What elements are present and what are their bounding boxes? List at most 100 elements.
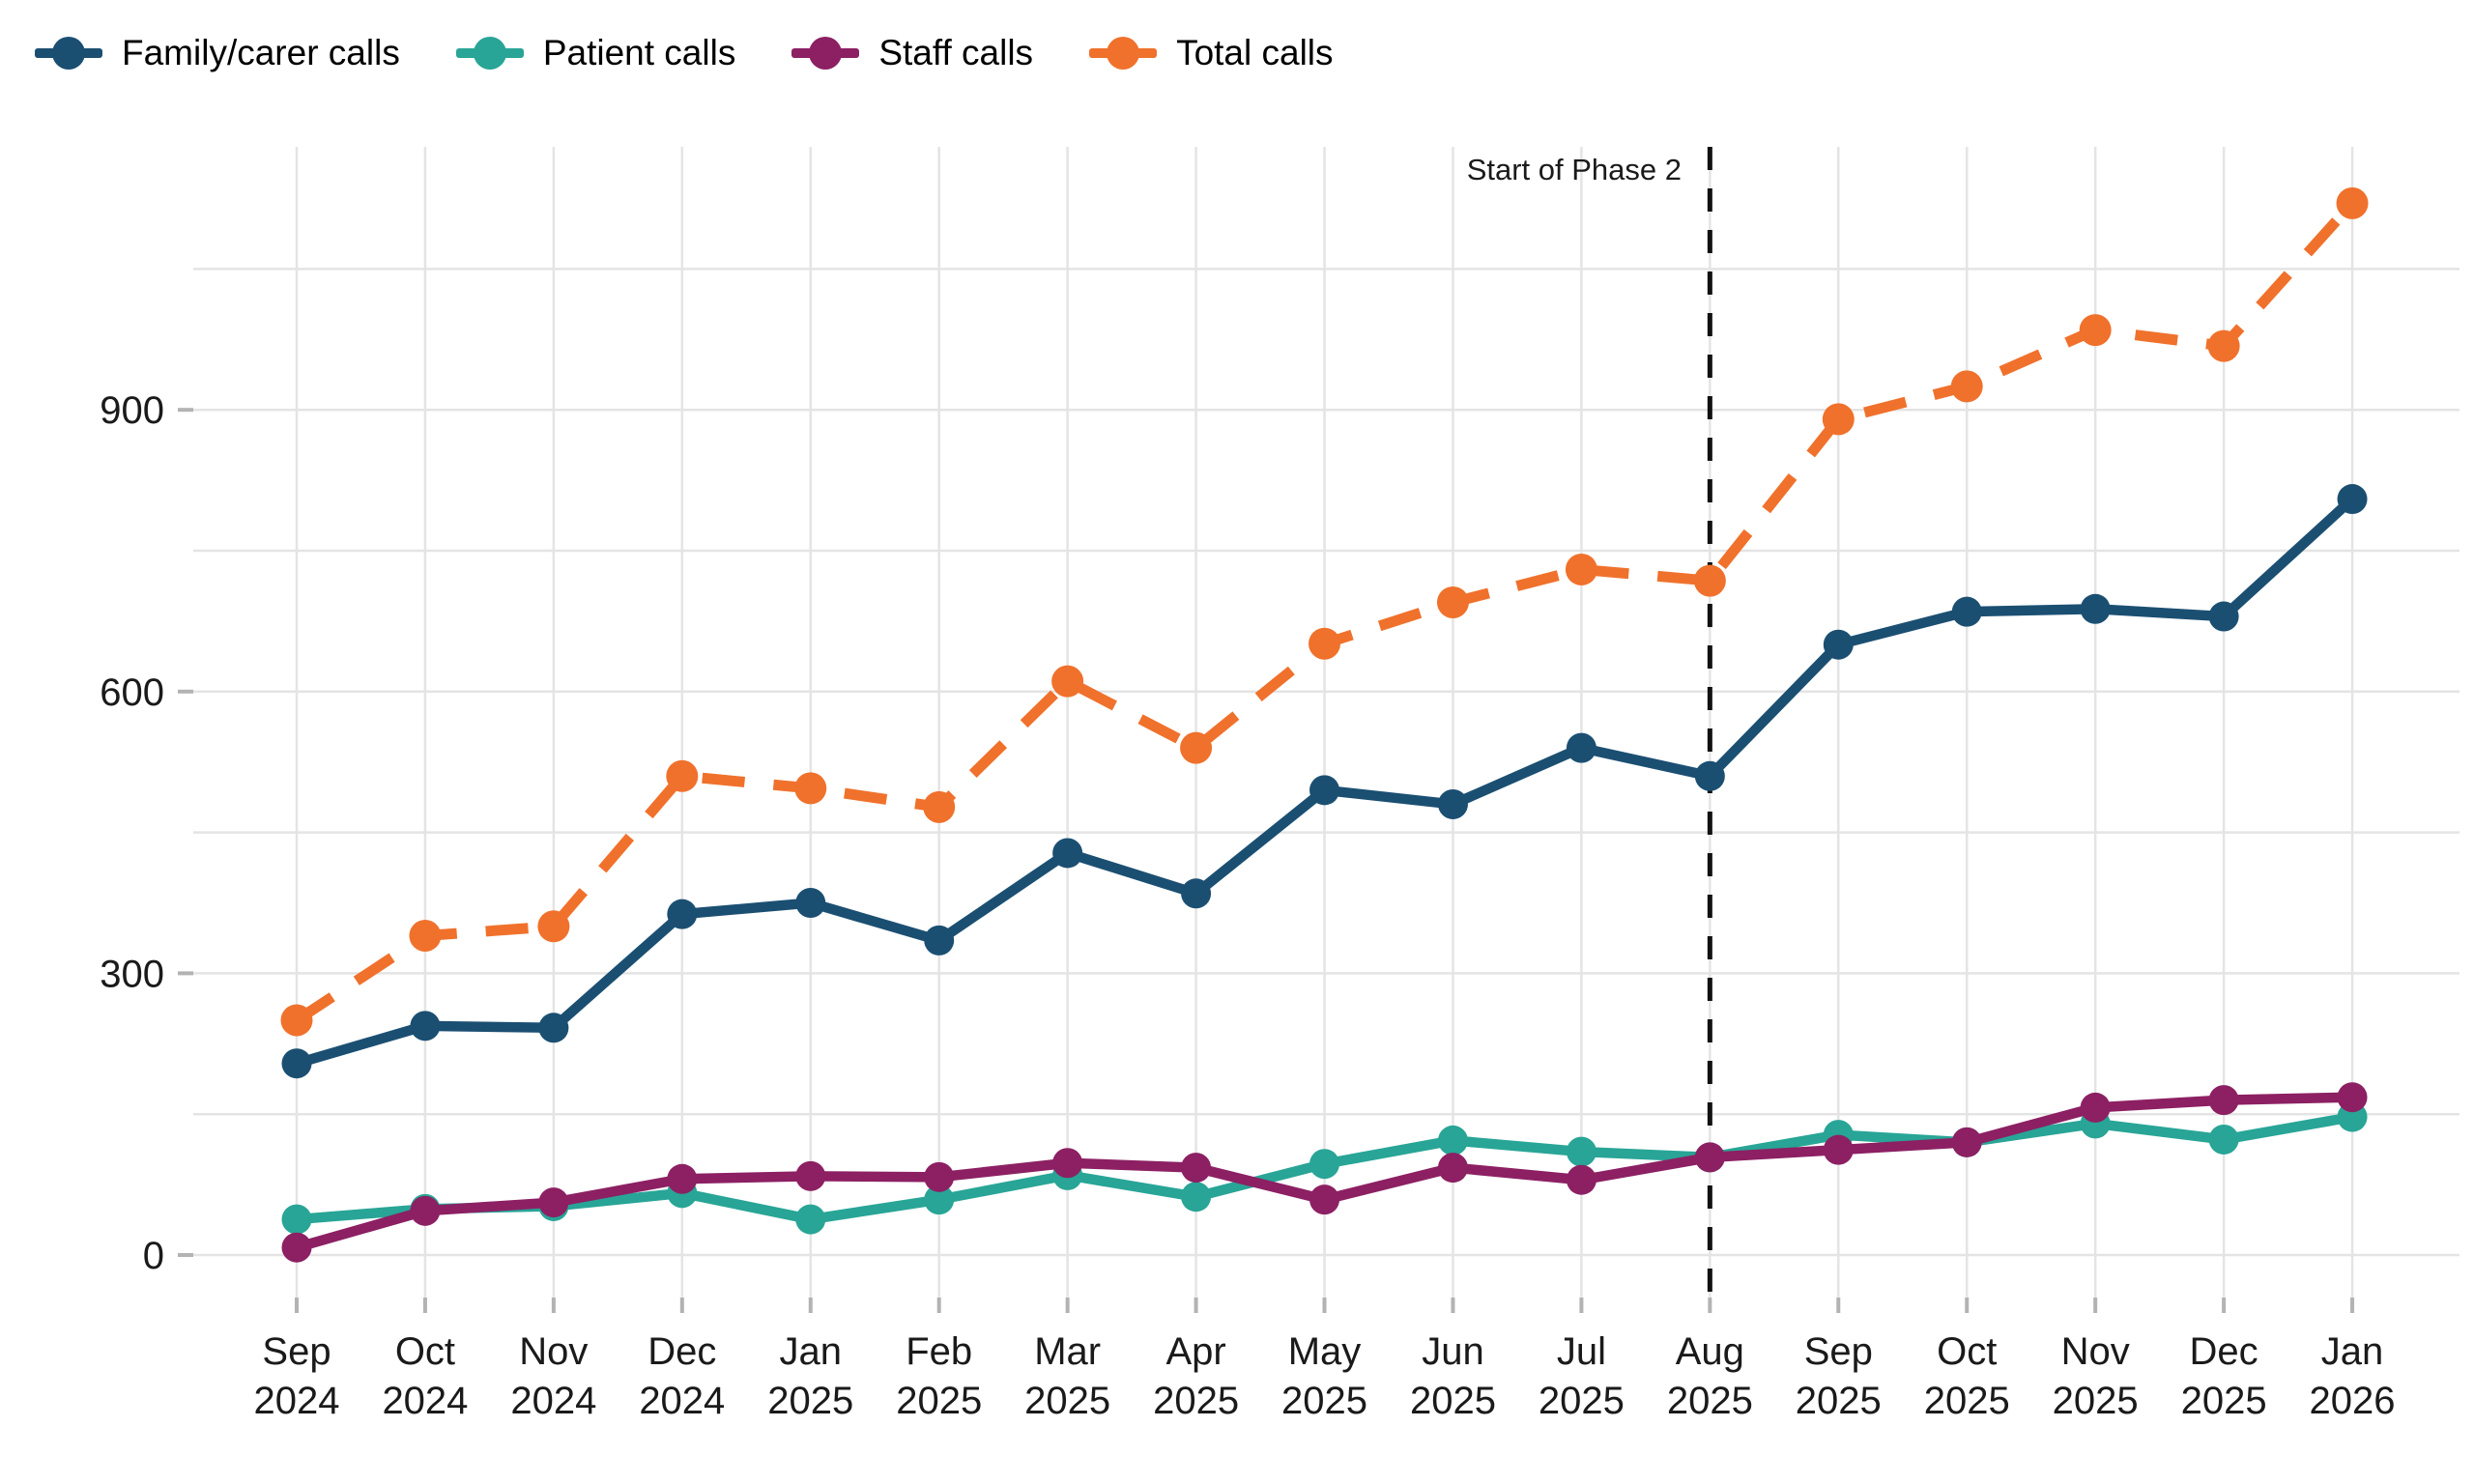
legend-item-total-calls: Total calls [1089,33,1334,73]
data-point-total-calls-5 [923,790,956,823]
data-point-family-carer-calls-3 [667,899,698,929]
data-point-family-carer-calls-11 [1694,760,1725,791]
data-point-staff-calls-13 [1951,1127,1982,1157]
x-tick-label-year: 2025 [2053,1380,2139,1422]
data-point-patient-calls-9 [1437,1125,1468,1156]
x-tick-label-year: 2024 [510,1380,596,1422]
x-tick-label-month: Feb [906,1330,972,1373]
legend-marker-line-dot-icon [35,34,102,72]
data-point-staff-calls-2 [538,1187,569,1218]
data-point-total-calls-16 [2336,186,2369,219]
data-point-staff-calls-0 [281,1232,312,1263]
x-tick-label-month: Oct [1937,1330,1997,1373]
data-point-staff-calls-1 [410,1195,441,1226]
data-point-patient-calls-4 [795,1204,826,1235]
x-tick-label-month: Dec [647,1330,716,1373]
data-point-staff-calls-11 [1694,1142,1725,1173]
data-point-total-calls-12 [1822,403,1855,436]
data-point-staff-calls-14 [2080,1092,2111,1123]
legend-label: Total calls [1176,33,1334,72]
data-point-family-carer-calls-10 [1566,732,1597,763]
x-tick-label-month: Nov [519,1330,588,1373]
data-point-patient-calls-10 [1566,1136,1597,1167]
data-point-family-carer-calls-8 [1309,775,1340,806]
data-point-total-calls-0 [280,1004,313,1037]
x-tick-label-month: Apr [1165,1330,1225,1373]
x-tick-label-year: 2025 [1539,1380,1625,1422]
data-point-total-calls-4 [794,772,827,805]
legend-marker-line-dot-icon [455,34,524,72]
data-point-staff-calls-12 [1823,1134,1854,1165]
data-point-family-carer-calls-4 [795,888,826,918]
x-tick-label-month: Jan [780,1330,843,1373]
data-point-total-calls-15 [2207,329,2240,362]
data-point-staff-calls-3 [667,1163,698,1194]
x-tick-label-month: Sep [1804,1330,1873,1373]
data-point-staff-calls-10 [1566,1164,1597,1195]
data-point-family-carer-calls-14 [2080,593,2111,624]
y-tick-label: 900 [100,389,164,432]
x-tick-label-year: 2024 [254,1380,340,1422]
x-tick-label-year: 2025 [1667,1380,1753,1422]
y-tick-label: 0 [143,1235,164,1277]
x-tick-label-year: 2025 [767,1380,853,1422]
data-point-staff-calls-15 [2208,1085,2239,1116]
x-tick-label-year: 2026 [2310,1380,2396,1422]
x-tick-label-month: May [1288,1330,1362,1373]
x-tick-label-month: Dec [2190,1330,2258,1373]
x-tick-label-year: 2025 [1153,1380,1239,1422]
data-point-family-carer-calls-16 [2337,484,2368,515]
data-point-family-carer-calls-1 [410,1011,441,1042]
data-point-family-carer-calls-6 [1052,838,1083,869]
data-point-staff-calls-8 [1309,1184,1340,1215]
x-tick-label-month: Aug [1676,1330,1744,1373]
data-point-patient-calls-0 [281,1204,312,1235]
data-point-staff-calls-7 [1181,1153,1212,1184]
x-tick-label-year: 2025 [1796,1380,1882,1422]
x-tick-label-month: Mar [1034,1330,1101,1373]
data-point-patient-calls-8 [1309,1149,1340,1180]
data-point-total-calls-9 [1436,585,1469,618]
x-tick-label-month: Jul [1557,1330,1606,1373]
data-point-total-calls-2 [537,910,570,943]
legend-label: Staff calls [878,33,1034,72]
data-point-staff-calls-16 [2337,1082,2368,1113]
x-tick-label-month: Jun [1422,1330,1484,1373]
data-point-total-calls-8 [1309,627,1341,660]
legend-item-family-carer-calls: Family/carer calls [35,33,400,73]
phase2-annotation-label: Start of Phase 2 [1466,153,1682,186]
data-point-total-calls-3 [666,759,699,792]
y-tick-label: 600 [100,671,164,714]
data-point-staff-calls-4 [795,1160,826,1191]
data-point-total-calls-1 [409,920,442,953]
x-tick-label-year: 2025 [1410,1380,1496,1422]
data-point-total-calls-11 [1693,564,1726,597]
legend-item-staff-calls: Staff calls [791,33,1033,73]
legend-item-patient-calls: Patient calls [455,33,735,73]
data-point-total-calls-7 [1180,731,1213,764]
data-point-patient-calls-15 [2208,1124,2239,1155]
x-tick-label-month: Oct [395,1330,455,1373]
data-point-staff-calls-5 [924,1161,955,1192]
data-point-family-carer-calls-15 [2208,601,2239,632]
legend-marker-line-dot-icon [791,34,860,72]
data-point-total-calls-13 [1950,370,1983,403]
data-point-family-carer-calls-7 [1181,878,1212,909]
x-tick-label-year: 2024 [382,1380,468,1422]
data-point-family-carer-calls-12 [1823,629,1854,660]
data-point-family-carer-calls-9 [1437,788,1468,819]
legend: Family/carer calls Patient calls Staff c… [35,33,1334,73]
data-point-total-calls-10 [1565,553,1597,585]
x-tick-label-year: 2025 [2181,1380,2267,1422]
x-tick-label-year: 2025 [1024,1380,1110,1422]
x-tick-label-month: Nov [2061,1330,2130,1373]
data-point-family-carer-calls-5 [924,925,955,956]
data-point-total-calls-6 [1051,665,1084,698]
legend-label: Family/carer calls [122,33,400,72]
y-tick-label: 300 [100,953,164,995]
data-point-family-carer-calls-2 [538,1013,569,1043]
x-tick-label-month: Jan [2321,1330,2384,1373]
data-point-patient-calls-5 [924,1184,955,1215]
